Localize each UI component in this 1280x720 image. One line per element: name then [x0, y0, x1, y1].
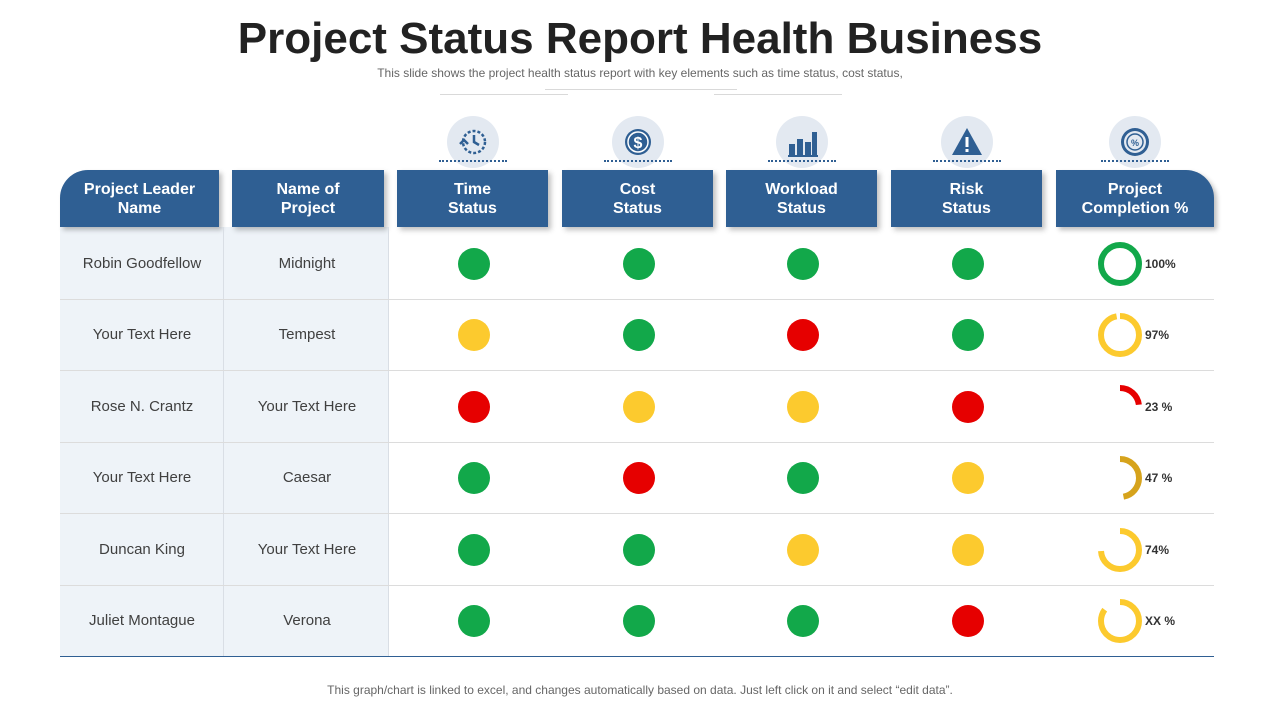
dotted-underline: [1101, 160, 1169, 164]
completion-percent: XX %: [1145, 614, 1176, 629]
project-name: Your Text Here: [257, 540, 357, 558]
completion-percent: 97%: [1145, 328, 1170, 343]
column-header: Risk Status: [891, 170, 1042, 227]
column-header: Time Status: [397, 170, 548, 227]
column-header-label: Project Leader Name: [83, 180, 196, 217]
completion-arc: [1098, 599, 1142, 644]
cost-status-indicator: [622, 533, 655, 566]
leader-name: Your Text Here: [92, 469, 192, 487]
completion-arc: [1098, 384, 1142, 429]
leader-name: Duncan King: [99, 540, 185, 558]
project-name: Midnight: [278, 254, 336, 272]
risk-status-indicator: [951, 605, 984, 638]
completion-percent: 100%: [1145, 256, 1176, 271]
completion-percent: 74%: [1145, 542, 1170, 557]
workload-status-indicator: [786, 462, 819, 495]
column-header: Project Completion %: [1056, 170, 1214, 227]
column-header: Name of Project: [232, 170, 384, 227]
cost-status-indicator: [622, 390, 655, 423]
time-status-indicator: [457, 247, 490, 280]
page-title: Project Status Report Health Business: [237, 14, 1043, 63]
completion-donut: [1098, 241, 1142, 286]
row-divider: [60, 441, 1214, 443]
page-subtitle: This slide shows the project health stat…: [377, 66, 903, 80]
completion-percent: 47 %: [1145, 471, 1173, 486]
leader-name: Robin Goodfellow: [82, 254, 202, 272]
project-name: Verona: [283, 612, 331, 630]
risk-status-indicator: [951, 247, 984, 280]
column-header-label: Time Status: [448, 180, 497, 217]
completion-donut: [1098, 599, 1142, 644]
leader-name: Rose N. Crantz: [90, 397, 194, 415]
gauge-icon: %: [1109, 116, 1161, 168]
cost-status-indicator: [622, 319, 655, 352]
dollar-coin-icon: $: [611, 116, 664, 168]
completion-arc: [1098, 313, 1142, 358]
column-header: Cost Status: [562, 170, 713, 227]
completion-donut: [1098, 313, 1142, 358]
project-name: Tempest: [278, 326, 336, 344]
column-header-label: Cost Status: [613, 180, 662, 217]
workload-status-indicator: [786, 247, 819, 280]
dotted-underline: [932, 160, 1001, 164]
row-divider: [60, 298, 1214, 300]
risk-status-indicator: [951, 390, 984, 423]
divider: [545, 89, 737, 90]
warning-triangle-icon: [940, 116, 993, 168]
clock-check-icon: [446, 116, 499, 168]
project-name: Your Text Here: [257, 397, 357, 415]
leader-name: Juliet Montague: [89, 612, 195, 630]
table-bottom-border: [60, 656, 1214, 657]
completion-arc: [1098, 456, 1142, 501]
leader-name: Your Text Here: [92, 326, 192, 344]
time-status-indicator: [457, 319, 490, 352]
workload-status-indicator: [786, 390, 819, 423]
time-status-indicator: [457, 390, 490, 423]
completion-donut: [1098, 527, 1142, 572]
column-header-label: Name of Project: [276, 180, 340, 217]
divider: [440, 94, 568, 95]
svg-text:%: %: [1131, 138, 1139, 148]
row-divider: [60, 584, 1214, 586]
row-divider: [60, 513, 1214, 514]
risk-status-indicator: [951, 533, 984, 566]
completion-percent: 23 %: [1145, 399, 1173, 414]
divider: [714, 94, 842, 95]
workload-status-indicator: [786, 533, 819, 566]
cost-status-indicator: [622, 605, 655, 638]
dotted-underline: [438, 160, 507, 164]
time-status-indicator: [457, 605, 490, 638]
dotted-underline: [603, 160, 672, 164]
workload-status-indicator: [786, 605, 819, 638]
bar-chart-icon: [775, 116, 828, 168]
dotted-underline: [767, 160, 836, 164]
completion-donut: [1098, 384, 1142, 429]
time-status-indicator: [457, 462, 490, 495]
column-header: Workload Status: [726, 170, 877, 227]
column-header-label: Workload Status: [765, 180, 838, 217]
completion-arc: [1098, 241, 1142, 286]
cost-status-indicator: [622, 462, 655, 495]
column-header-label: Project Completion %: [1081, 180, 1189, 217]
risk-status-indicator: [951, 462, 984, 495]
project-name: Caesar: [282, 469, 332, 487]
workload-status-indicator: [786, 319, 819, 352]
completion-donut: [1098, 456, 1142, 501]
completion-arc: [1098, 527, 1142, 572]
row-divider: [60, 370, 1214, 371]
risk-status-indicator: [951, 319, 984, 352]
column-header: Project Leader Name: [60, 170, 219, 227]
time-status-indicator: [457, 533, 490, 566]
column-header-label: Risk Status: [942, 180, 991, 217]
footer-note: This graph/chart is linked to excel, and…: [327, 683, 953, 697]
cost-status-indicator: [622, 247, 655, 280]
svg-text:$: $: [633, 135, 642, 152]
